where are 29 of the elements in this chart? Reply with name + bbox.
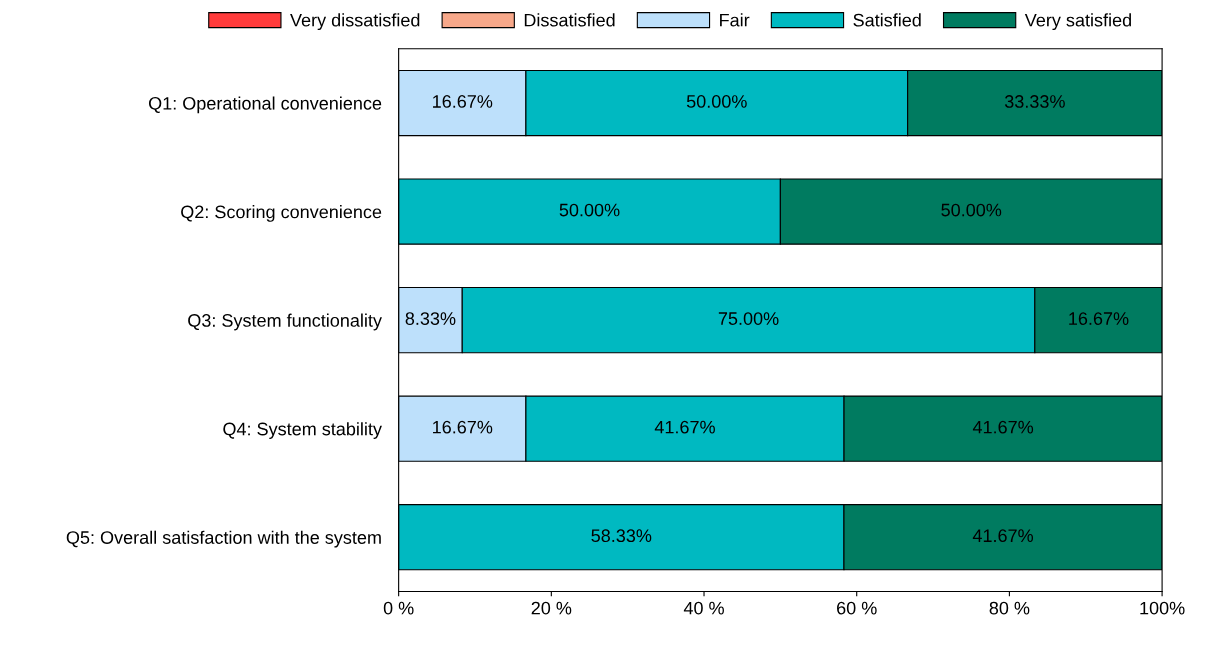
- x-tick-label: 0 %: [383, 601, 414, 615]
- x-tick-label: 80 %: [989, 601, 1030, 615]
- y-tick-label: Q5: Overall satisfaction with the system: [66, 530, 381, 548]
- legend-label: Fair: [720, 13, 750, 27]
- y-tick-label: Q3: System functionality: [188, 313, 382, 331]
- legend-label: Very satisfied: [1024, 13, 1131, 31]
- legend-label: Dissatisfied: [524, 13, 615, 27]
- y-tick-label: Q2: Scoring convenience: [181, 205, 382, 222]
- x-tick-label: 60 %: [837, 601, 877, 615]
- data-label: 41.67%: [654, 420, 715, 434]
- x-tick-label: 100%: [1140, 601, 1185, 615]
- data-label: 16.67%: [433, 95, 493, 108]
- y-tick-label: Q1: Operational convenience: [148, 96, 382, 114]
- data-label: 16.67%: [433, 420, 493, 434]
- legend-label: Very dissatisfied: [290, 13, 420, 31]
- data-label: 33.33%: [1004, 95, 1065, 108]
- x-tick-label: 20 %: [531, 601, 572, 615]
- legend-label: Satisfied: [853, 13, 921, 27]
- data-label: 50.00%: [941, 203, 1002, 217]
- data-label: 41.67%: [972, 529, 1034, 543]
- data-label: 75.00%: [718, 312, 779, 325]
- data-label: 50.00%: [686, 95, 747, 108]
- data-label: 41.67%: [972, 420, 1034, 434]
- data-label: 8.33%: [405, 312, 456, 325]
- data-label: 16.67%: [1069, 312, 1129, 325]
- data-label: 58.33%: [591, 529, 652, 543]
- x-tick-label: 40 %: [683, 601, 724, 615]
- data-label: 50.00%: [559, 203, 620, 217]
- y-tick-label: Q4: System stability: [223, 422, 382, 439]
